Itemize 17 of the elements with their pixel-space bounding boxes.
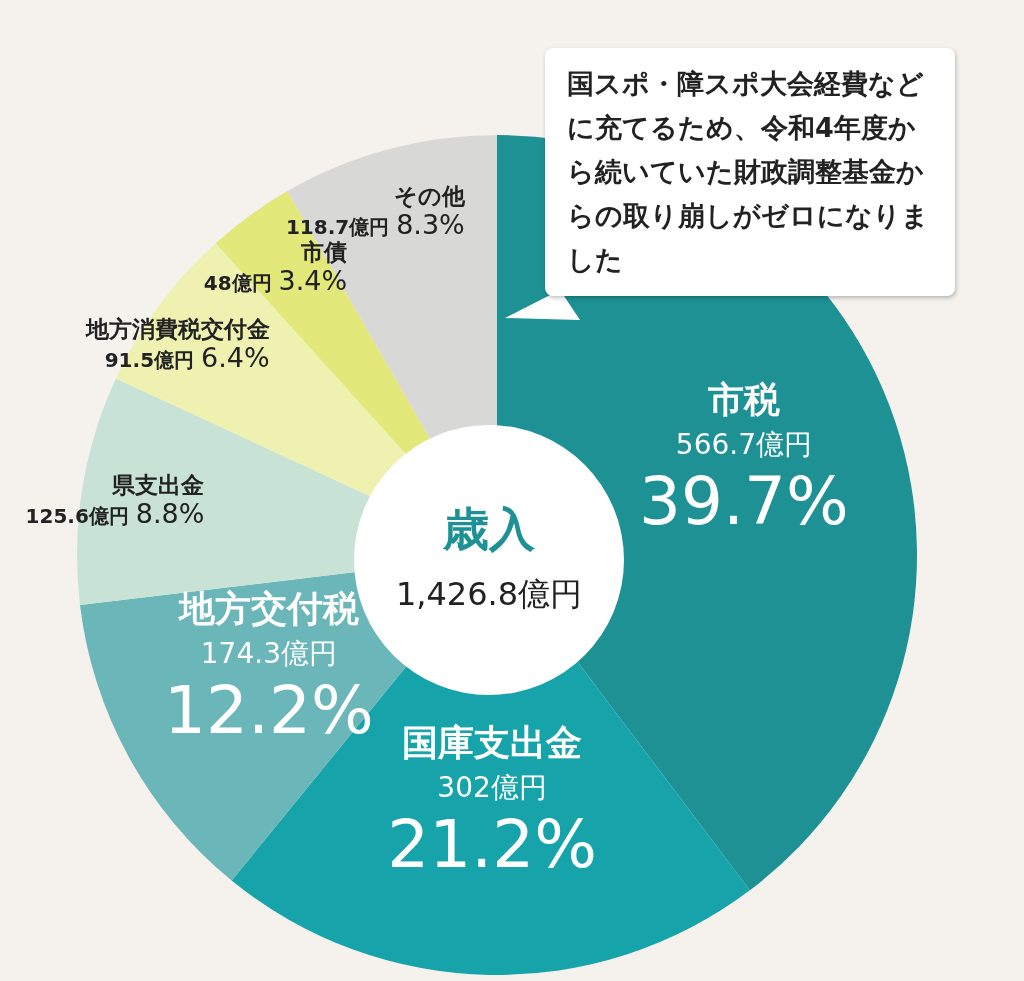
slice-label: その他 [393,183,466,210]
text: 1,426.8億円 [395,575,583,613]
data-label: 174.3億円 12.2% [164,636,374,749]
data-label: 118.7億円 8.3% [285,209,465,241]
slice-label: 地方消費税交付金 [84,316,270,343]
data-label: 302億円 21.2% [387,771,597,884]
data-label: 566.7億円 39.7% [639,428,849,541]
slice-label: 県支出金 [111,472,205,499]
data-label: 91.5億円 6.4% [104,342,270,374]
text: 歳入 [442,502,536,556]
slice-label: 市税 [707,379,780,421]
slice-label: 国庫支出金 [402,722,583,764]
data-label: 125.6億円 8.8% [25,498,205,530]
text: 国スポ・障スポ大会経費などに充てるため、令和4年度から続いていた財政調整基金からの取り崩しがゼロになりました [545,48,955,296]
slice-label: 市債 [300,239,348,266]
slice-label: 地方交付税 [176,587,359,629]
data-label: 48億円 3.4% [203,265,348,297]
